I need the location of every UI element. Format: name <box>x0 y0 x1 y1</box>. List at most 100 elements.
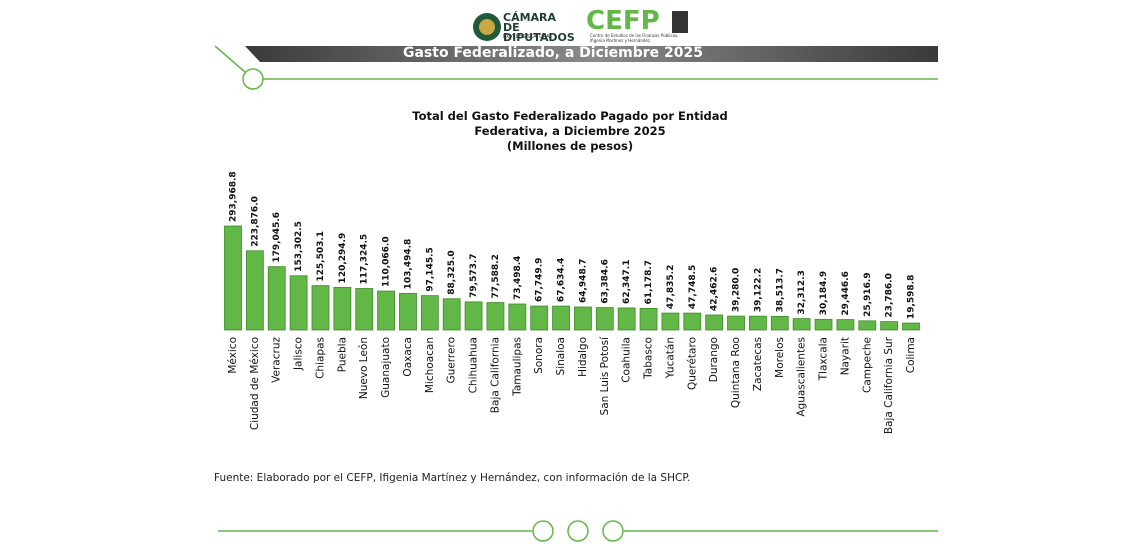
value-label: 38,513.7 <box>775 268 785 312</box>
x-tick-label: Tlaxcala <box>818 337 830 381</box>
x-tick-label: Oaxaca <box>402 337 414 377</box>
bar <box>661 312 680 331</box>
bar <box>705 314 724 331</box>
value-label: 61,178.7 <box>644 260 654 304</box>
bar <box>311 285 330 331</box>
cefp-logo-mark <box>672 11 688 33</box>
bar <box>333 287 352 331</box>
value-label: 47,748.5 <box>688 265 698 309</box>
x-tick-label: Hidalgo <box>577 337 589 377</box>
bar <box>377 290 395 331</box>
x-tick-label: Nayarit <box>839 337 851 375</box>
value-label: 47,835.2 <box>666 265 676 309</box>
bar <box>267 266 286 331</box>
legislature: LXVI LEGISLATURA <box>503 34 550 40</box>
bar <box>530 305 549 331</box>
x-tick-label: Zacatecas <box>752 337 764 391</box>
bar <box>858 320 877 331</box>
cefp-name: Centro de Estudios de las Finanzas Públi… <box>590 33 679 43</box>
value-label: 77,588.2 <box>491 254 501 298</box>
x-tick-label: Coahuila <box>621 337 633 383</box>
deco-circle <box>532 520 554 542</box>
value-label: 79,573.7 <box>469 253 479 297</box>
bar <box>836 319 855 331</box>
value-label: 39,280.0 <box>732 268 742 312</box>
deco-circle <box>567 520 589 542</box>
value-label: 32,312.3 <box>797 270 807 314</box>
bar <box>880 321 899 331</box>
x-tick-label: Sinaloa <box>555 337 567 375</box>
value-label: 39,122.2 <box>753 268 763 312</box>
x-tick-label: Baja California <box>489 337 501 413</box>
bar <box>399 292 417 331</box>
value-label: 293,968.8 <box>229 171 239 222</box>
bar <box>749 315 767 331</box>
x-tick-label: Veracruz <box>271 337 283 383</box>
x-tick-label: Campeche <box>861 337 873 393</box>
bar <box>245 250 264 331</box>
x-tick-label: Guerrero <box>446 337 458 383</box>
bar <box>420 295 439 331</box>
bar <box>902 322 920 331</box>
bar <box>464 301 483 331</box>
bar <box>683 312 702 331</box>
logo-inner <box>479 19 495 35</box>
value-label: 67,634.4 <box>557 258 567 302</box>
banner <box>245 46 938 62</box>
x-tick-label: Jalisco <box>293 337 305 371</box>
source-note: Fuente: Elaborado por el CEFP, Ifigenia … <box>214 472 691 484</box>
value-label: 23,786.0 <box>885 273 895 317</box>
value-label: 67,749.9 <box>535 258 545 302</box>
bar <box>639 307 658 331</box>
x-tick-label: Yucatán <box>664 337 676 379</box>
x-tick-label: Tabasco <box>643 337 655 380</box>
chart-title: Total del Gasto Federalizado Pagado por … <box>412 109 728 138</box>
x-tick-label: Chiapas <box>314 337 326 379</box>
bar <box>792 318 811 331</box>
value-label: 103,494.8 <box>403 239 413 290</box>
value-label: 125,503.1 <box>316 231 326 282</box>
x-tick-label: Nuevo León <box>358 337 370 399</box>
banner-title: Gasto Federalizado, a Diciembre 2025 <box>402 45 704 61</box>
value-label: 42,462.6 <box>710 267 720 311</box>
value-label: 120,294.9 <box>338 233 348 284</box>
deco-line <box>214 45 246 73</box>
value-label: 19,598.8 <box>907 275 917 319</box>
x-tick-label: México <box>227 337 239 374</box>
bar <box>770 315 789 331</box>
bar <box>814 318 833 331</box>
bar <box>224 225 242 331</box>
value-label: 63,384.6 <box>600 259 610 303</box>
value-label: 97,145.5 <box>425 247 435 291</box>
bar <box>289 275 308 331</box>
value-label: 117,324.5 <box>360 234 370 285</box>
value-label: 64,948.7 <box>578 259 588 303</box>
value-label: 30,184.9 <box>819 271 829 315</box>
bar <box>727 315 745 331</box>
bar <box>486 302 505 331</box>
bar <box>355 288 374 331</box>
x-tick-label: San Luis Potosí <box>599 336 611 416</box>
x-tick-label: Durango <box>708 337 720 382</box>
bar <box>508 303 527 331</box>
value-label: 25,916.9 <box>863 272 873 316</box>
x-tick-label: Puebla <box>336 337 348 372</box>
value-label: 88,325.0 <box>447 250 457 294</box>
x-tick-label: Quintana Roo <box>730 337 742 408</box>
x-tick-label: Baja California Sur <box>883 336 895 434</box>
value-label: 73,498.4 <box>513 256 523 300</box>
bar <box>574 306 592 331</box>
x-tick-label: Ciudad de México <box>249 337 261 430</box>
bar <box>617 307 636 331</box>
cefp-logo: CEFP <box>586 6 660 36</box>
deco-circle <box>242 68 264 90</box>
x-tick-label: Colima <box>905 337 917 373</box>
x-tick-label: Morelos <box>774 337 786 378</box>
value-label: 29,446.6 <box>841 271 851 315</box>
x-tick-label: Chihuahua <box>468 337 480 393</box>
value-label: 62,347.1 <box>622 260 632 304</box>
value-label: 153,302.5 <box>294 221 304 272</box>
